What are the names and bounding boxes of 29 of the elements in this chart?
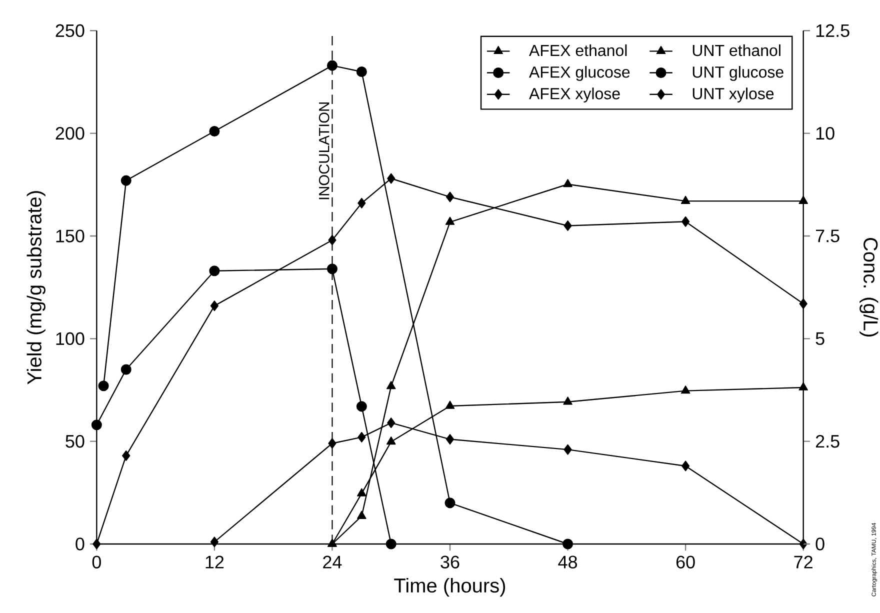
y2-tick-label: 7.5 (816, 230, 840, 242)
legend-label: UNT ethanol (692, 44, 780, 56)
ref-line-label: INOCULATION (318, 102, 330, 200)
y-axis-title: Yield (mg/g substrate) (26, 191, 46, 384)
y-tick-label: 100 (56, 332, 84, 346)
y-tick-label: 150 (56, 230, 84, 242)
x-tick-label: 60 (676, 556, 695, 568)
legend-label: AFEX glucose (529, 66, 630, 81)
y-tick-label: 0 (76, 538, 84, 550)
x-tick-label: 48 (558, 556, 577, 568)
legend-label: AFEX ethanol (529, 44, 627, 56)
y2-tick-label: 12.5 (816, 24, 850, 38)
y2-tick-label: 0 (816, 538, 824, 550)
x-tick-label: 0 (92, 556, 101, 568)
x-axis-title: Time (hours) (394, 578, 506, 597)
legend-label: UNT glucose (692, 66, 784, 81)
x-tick-label: 12 (206, 556, 224, 568)
y-tick-label: 200 (56, 126, 84, 140)
x-tick-label: 24 (323, 556, 342, 568)
legend-label: AFEX xylose (529, 88, 620, 102)
x-tick-label: 72 (794, 556, 812, 568)
y-tick-label: 50 (66, 434, 84, 448)
x-tick-label: 36 (440, 556, 460, 568)
legend-label: UNT xylose (692, 88, 774, 102)
y2-axis-title: Conc. (g/L) (860, 238, 878, 336)
y-tick-label: 250 (56, 24, 84, 38)
y2-tick-label: 2.5 (816, 434, 840, 448)
y2-tick-label: 10 (816, 126, 834, 140)
y2-tick-label: 5 (816, 332, 824, 345)
